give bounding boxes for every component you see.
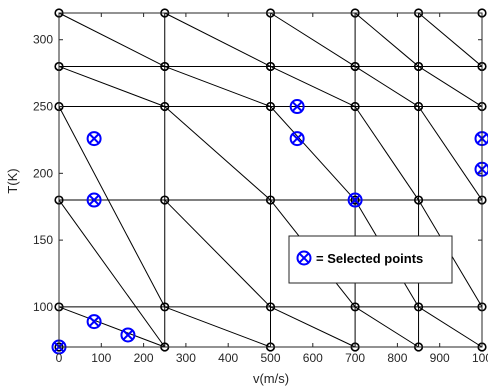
vertex-point xyxy=(265,302,276,312)
vertex-point xyxy=(160,195,170,205)
x-tick-label: 100 xyxy=(91,351,111,365)
x-tick-label: 400 xyxy=(218,351,238,365)
vertex-point xyxy=(265,195,276,205)
vertex-point xyxy=(160,101,170,112)
selected-points xyxy=(51,99,488,355)
selected-point-circle xyxy=(86,314,102,330)
selected-point-circle xyxy=(120,327,136,343)
diagonal-segment xyxy=(164,65,271,107)
x-axis-title: v(m/s) xyxy=(253,371,289,386)
diagonal-segment xyxy=(270,306,356,348)
y-tick-labels: 100 150 200 250 300 xyxy=(33,33,53,314)
selected-point-cross xyxy=(122,329,134,341)
vertex-point xyxy=(160,302,170,312)
diagonal-segment xyxy=(418,66,483,107)
vertex-point xyxy=(350,195,360,205)
selected-point xyxy=(347,192,363,208)
diagonal-segment xyxy=(164,12,271,67)
y-tick-label: 150 xyxy=(33,233,53,247)
selected-point xyxy=(120,327,136,343)
y-tick-label: 100 xyxy=(33,300,53,314)
diagonal-segment xyxy=(164,199,271,308)
x-tick-label: 600 xyxy=(303,351,323,365)
diagonal-segment xyxy=(58,306,165,348)
diagonal-segment xyxy=(354,306,419,348)
x-tick-labels: 0 100 200 300 400 500 600 700 800 900 100 xyxy=(56,351,488,365)
selected-point-circle xyxy=(289,99,305,115)
selected-point xyxy=(86,131,102,147)
selected-point-cross xyxy=(291,133,303,144)
vertex-point xyxy=(160,61,170,72)
diagonal-segment xyxy=(270,12,356,67)
vertex-point xyxy=(413,195,424,205)
vertex-point xyxy=(265,61,276,72)
diagonal-segment xyxy=(354,106,419,201)
selected-point-circle xyxy=(347,192,363,208)
legend: = Selected points xyxy=(288,235,453,284)
diagonal-segment xyxy=(164,306,271,348)
x-tick-label: 800 xyxy=(387,351,407,365)
diagonal-segment xyxy=(58,106,166,308)
axis-ticks xyxy=(58,13,483,347)
diagonal-segment xyxy=(58,199,166,348)
vertex-point xyxy=(350,302,360,312)
selected-point-cross xyxy=(291,101,303,112)
x-tick-label: 100 xyxy=(472,351,488,365)
diagonal-segment xyxy=(270,65,356,107)
x-tick-label: 900 xyxy=(430,351,450,365)
vertex-point xyxy=(265,101,276,112)
diagonal-segment xyxy=(354,66,419,107)
diagonal-segment xyxy=(58,12,165,67)
selected-point xyxy=(86,192,102,208)
selected-point-cross xyxy=(88,133,100,144)
selected-point xyxy=(86,314,102,330)
selected-point xyxy=(289,131,305,147)
legend-box xyxy=(288,235,453,284)
selected-point-cross xyxy=(88,194,100,206)
legend-marker-icon xyxy=(296,250,312,266)
vertex-point xyxy=(350,61,360,72)
diagonal-segment xyxy=(58,65,165,107)
selected-point-circle xyxy=(289,131,305,147)
diagonal-segment xyxy=(418,12,483,67)
x-tick-label: 0 xyxy=(56,351,63,365)
y-tick-label: 200 xyxy=(33,166,53,180)
vertex-point xyxy=(413,61,424,72)
x-tick-label: 300 xyxy=(176,351,196,365)
selected-point xyxy=(289,99,305,115)
legend-label: = Selected points xyxy=(316,251,423,266)
diagonal-segment xyxy=(164,106,271,201)
y-tick-label: 300 xyxy=(33,33,53,47)
y-tick-label: 250 xyxy=(33,100,53,114)
diagonal-segment xyxy=(270,106,356,201)
vertex-point xyxy=(350,101,360,112)
diagonal-segment xyxy=(418,106,483,201)
x-tick-label: 700 xyxy=(345,351,365,365)
vertex-point xyxy=(413,101,424,112)
selected-point-circle xyxy=(86,192,102,208)
vertex-point xyxy=(413,302,424,312)
diagonal-segment xyxy=(354,12,419,67)
selected-point-cross xyxy=(349,194,361,206)
x-tick-label: 500 xyxy=(260,351,280,365)
selected-point-cross xyxy=(88,316,100,327)
selected-point-circle xyxy=(86,131,102,147)
x-tick-label: 200 xyxy=(134,351,154,365)
diagonal-segment xyxy=(418,306,483,348)
y-axis-title: T(K) xyxy=(5,168,20,193)
